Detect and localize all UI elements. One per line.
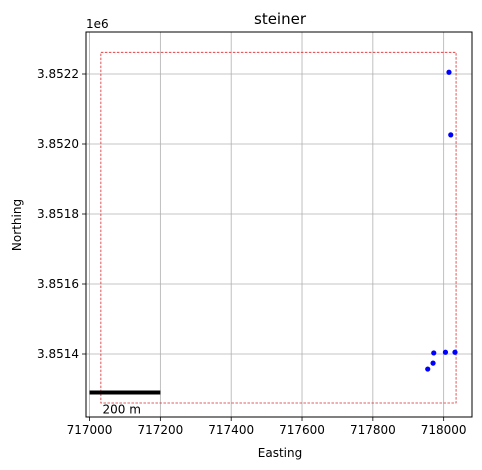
grid-lines: [86, 32, 472, 417]
data-point: [431, 350, 437, 356]
y-tick-label: 3.8518: [37, 207, 79, 221]
x-axis-label: Easting: [258, 446, 302, 460]
plot-frame: [85, 31, 473, 418]
y-tick-label: 3.8520: [37, 137, 79, 151]
bounding-box-layer: [100, 51, 457, 404]
x-tick-label: 718000: [421, 423, 467, 437]
data-point: [442, 349, 449, 355]
y-tick-label: 3.8514: [37, 347, 79, 361]
scatter-points: [425, 69, 458, 372]
data-point: [452, 349, 458, 355]
x-axis-ticks: 717000 717200 717400 717600 717800 718000: [67, 417, 467, 437]
x-tick-label: 717600: [279, 423, 325, 437]
y-tick-label: 3.8516: [37, 277, 79, 291]
data-point: [425, 366, 431, 372]
scale-bar-label: 200 m: [103, 403, 141, 417]
data-point: [448, 132, 454, 138]
y-tick-label: 3.8522: [37, 67, 79, 81]
x-tick-label: 717800: [350, 423, 396, 437]
x-tick-label: 717200: [137, 423, 183, 437]
bounding-box: [100, 51, 457, 404]
y-axis-ticks: 3.8514 3.8516 3.8518 3.8520 3.8522: [37, 67, 86, 361]
y-offset-label: 1e6: [86, 17, 109, 31]
data-point: [430, 360, 436, 366]
y-axis-label: Northing: [10, 199, 24, 251]
x-tick-label: 717400: [208, 423, 254, 437]
chart-title: steiner: [254, 10, 307, 28]
x-tick-label: 717000: [67, 423, 113, 437]
data-point: [446, 69, 452, 75]
